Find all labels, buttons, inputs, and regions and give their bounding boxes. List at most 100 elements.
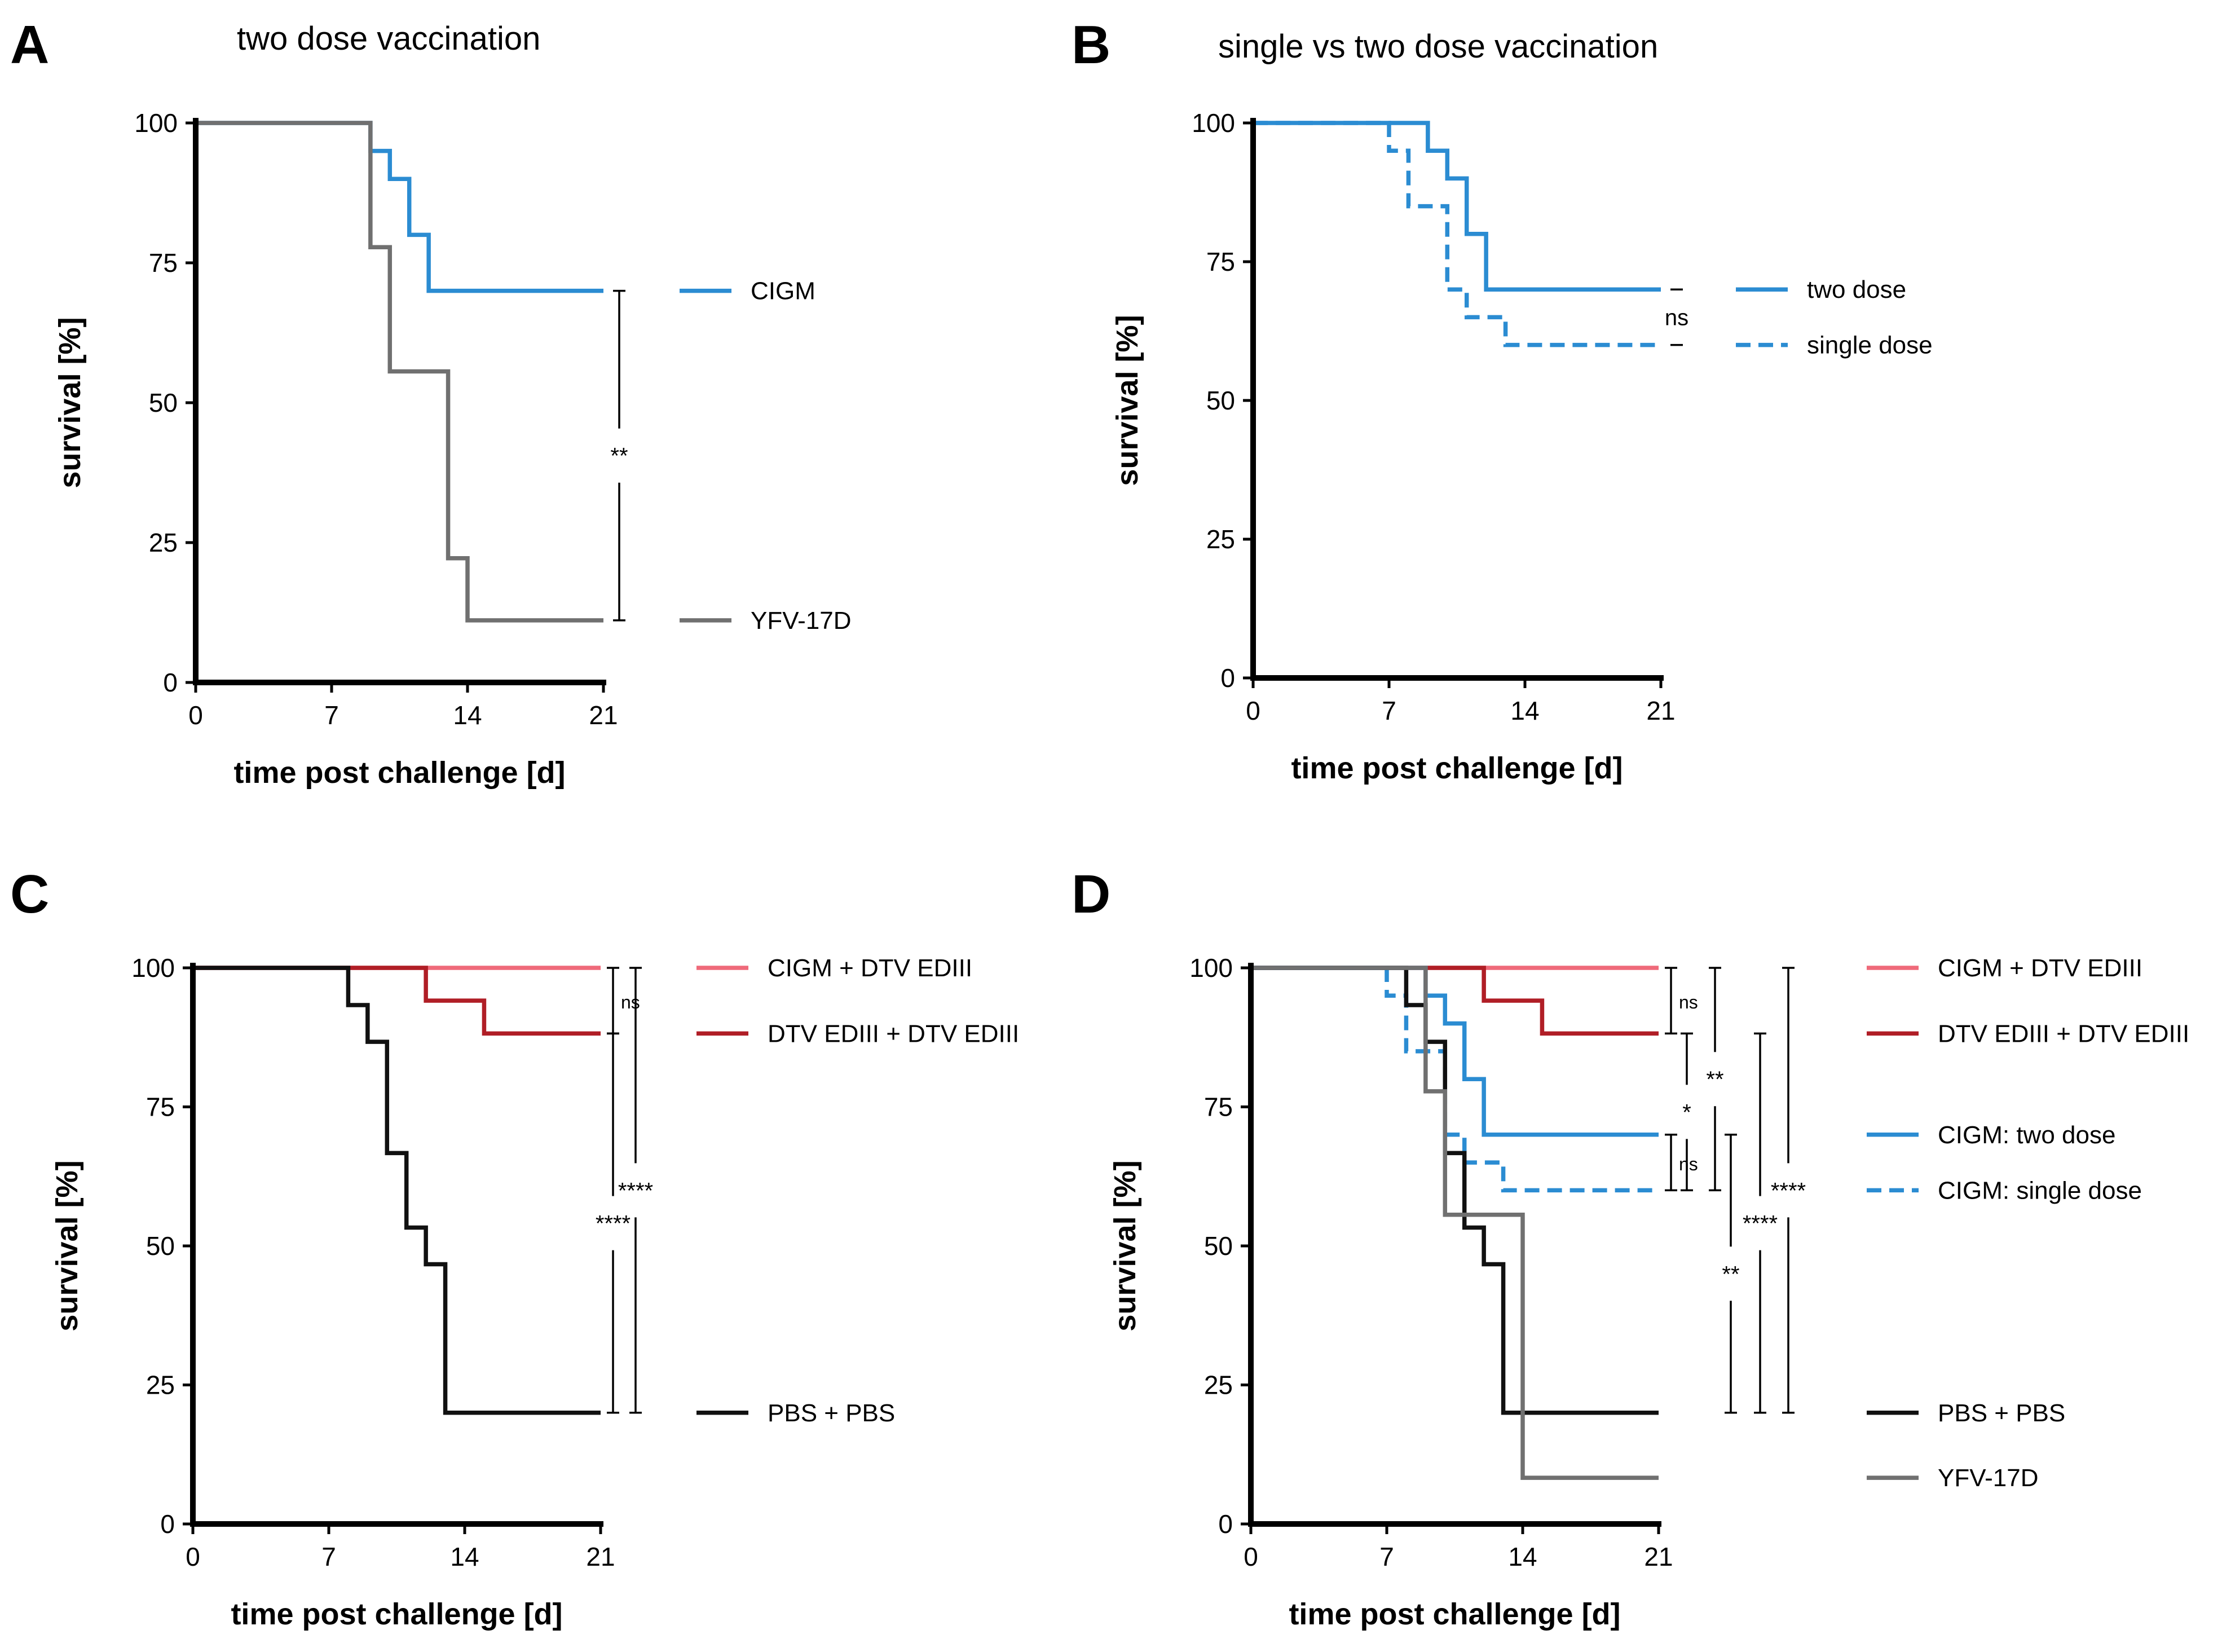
y-tick-label: 50	[1206, 386, 1235, 415]
panel-letter: A	[10, 15, 49, 75]
series-line-two-dose	[1253, 121, 1661, 292]
significance-bracket: **	[1722, 1134, 1740, 1414]
legend-item: DTV EDIII + DTV EDIII	[1867, 1020, 2189, 1047]
y-tick-label: 0	[1218, 1509, 1233, 1539]
series-line-cigm-two-dose	[1251, 966, 1659, 1137]
legend-item: CIGM + DTV EDIII	[696, 954, 972, 982]
panel-c: C 0 25 50 75 100 0 7 14 21 time post challenge [d]…	[10, 864, 1019, 1631]
significance-label: ****	[596, 1212, 631, 1236]
panel-letter: D	[1072, 864, 1110, 924]
chart-title: two dose vaccination	[237, 20, 540, 57]
legend-item: single dose	[1736, 332, 1933, 359]
legend-label: CIGM	[751, 277, 815, 305]
legend-label: DTV EDIII + DTV EDIII	[1938, 1020, 2189, 1047]
panel-letter: C	[10, 864, 49, 924]
significance-label: **	[1706, 1067, 1723, 1092]
y-tick-label: 0	[163, 668, 178, 697]
legend-label: single dose	[1807, 332, 1933, 359]
series-line-dtv-ediii-dtv-ediii	[193, 966, 601, 1036]
series-line-yfv-17d	[196, 121, 603, 623]
legend-item: CIGM: single dose	[1867, 1177, 2142, 1204]
series-line-yfv-17d	[1251, 966, 1659, 1480]
y-tick-label: 100	[1189, 953, 1233, 983]
legend-label: CIGM: single dose	[1938, 1177, 2142, 1204]
significance-label: **	[1722, 1262, 1739, 1287]
y-tick-label: 50	[146, 1231, 175, 1261]
legend-item: CIGM + DTV EDIII	[1867, 954, 2142, 982]
legend-label: CIGM + DTV EDIII	[768, 954, 972, 982]
y-axis-label: survival [%]	[1110, 315, 1144, 486]
x-tick-label: 14	[453, 701, 482, 730]
legend-item: CIGM	[680, 277, 815, 305]
chart-title: single vs two dose vaccination	[1218, 28, 1658, 65]
significance-bracket: **	[610, 289, 628, 622]
series-line-dtv-ediii-dtv-ediii	[1251, 966, 1659, 1036]
y-tick-label: 100	[134, 108, 178, 138]
series-line-pbs-pbs	[193, 966, 601, 1415]
y-tick-label: 75	[1204, 1092, 1233, 1122]
x-tick-label: 0	[186, 1542, 200, 1571]
x-tick-label: 21	[1644, 1542, 1673, 1571]
x-tick-label: 21	[589, 701, 618, 730]
y-tick-label: 75	[149, 248, 178, 277]
y-tick-label: 75	[146, 1092, 175, 1122]
series-line-single-dose	[1253, 121, 1661, 347]
y-tick-label: 25	[1206, 525, 1235, 554]
significance-label: **	[610, 444, 628, 469]
x-axis-label: time post challenge [d]	[1289, 1597, 1620, 1631]
y-tick-label: 100	[1192, 108, 1235, 138]
y-tick-label: 100	[131, 953, 175, 983]
significance-label: ns	[621, 992, 640, 1012]
legend-label: DTV EDIII + DTV EDIII	[768, 1020, 1019, 1047]
legend-label: YFV-17D	[751, 607, 852, 635]
significance-label: ****	[618, 1178, 653, 1203]
x-tick-label: 14	[1508, 1542, 1537, 1571]
legend-label: YFV-17D	[1938, 1464, 2039, 1492]
x-tick-label: 7	[1379, 1542, 1394, 1571]
significance-bracket: ****	[618, 967, 653, 1414]
significance-bracket: ****	[1771, 967, 1806, 1414]
legend-label: PBS + PBS	[1938, 1399, 2065, 1427]
x-tick-label: 7	[1382, 696, 1396, 725]
y-axis-label: survival [%]	[53, 317, 87, 488]
x-axis-label: time post challenge [d]	[231, 1597, 562, 1631]
legend-label: CIGM: two dose	[1938, 1121, 2115, 1149]
y-axis-label: survival [%]	[50, 1160, 84, 1331]
legend-item: DTV EDIII + DTV EDIII	[696, 1020, 1019, 1047]
legend-label: PBS + PBS	[768, 1399, 895, 1427]
x-tick-label: 0	[1244, 1542, 1258, 1571]
legend-item: two dose	[1736, 276, 1906, 303]
legend-item: PBS + PBS	[1867, 1399, 2065, 1427]
significance-label: ns	[1679, 1154, 1698, 1174]
panel-letter: B	[1072, 15, 1110, 75]
x-tick-label: 14	[450, 1542, 479, 1571]
significance-bracket: ns	[1665, 1134, 1698, 1192]
x-axis-label: time post challenge [d]	[1291, 751, 1623, 785]
significance-bracket: ns	[1665, 288, 1688, 346]
y-tick-label: 0	[1220, 663, 1235, 693]
significance-label: ns	[1679, 992, 1698, 1012]
significance-bracket: ****	[596, 1032, 631, 1414]
legend-item: PBS + PBS	[696, 1399, 895, 1427]
x-tick-label: 21	[586, 1542, 615, 1571]
significance-bracket: **	[1706, 967, 1724, 1192]
legend-label: two dose	[1807, 276, 1906, 303]
x-tick-label: 7	[321, 1542, 336, 1571]
y-tick-label: 25	[149, 528, 178, 557]
x-axis-label: time post challenge [d]	[233, 756, 565, 790]
y-tick-label: 0	[160, 1509, 175, 1539]
series-line-cigm-single-dose	[1251, 966, 1659, 1193]
significance-label: ****	[1771, 1178, 1806, 1203]
significance-bracket: ns	[1665, 967, 1698, 1035]
y-axis-label: survival [%]	[1108, 1160, 1142, 1331]
significance-bracket: *	[1681, 1032, 1693, 1192]
significance-label: ****	[1743, 1212, 1778, 1236]
y-tick-label: 25	[146, 1371, 175, 1400]
series-line-pbs-pbs	[1251, 966, 1659, 1415]
x-tick-label: 0	[188, 701, 203, 730]
x-tick-label: 21	[1646, 696, 1675, 725]
legend-item: CIGM: two dose	[1867, 1121, 2115, 1149]
